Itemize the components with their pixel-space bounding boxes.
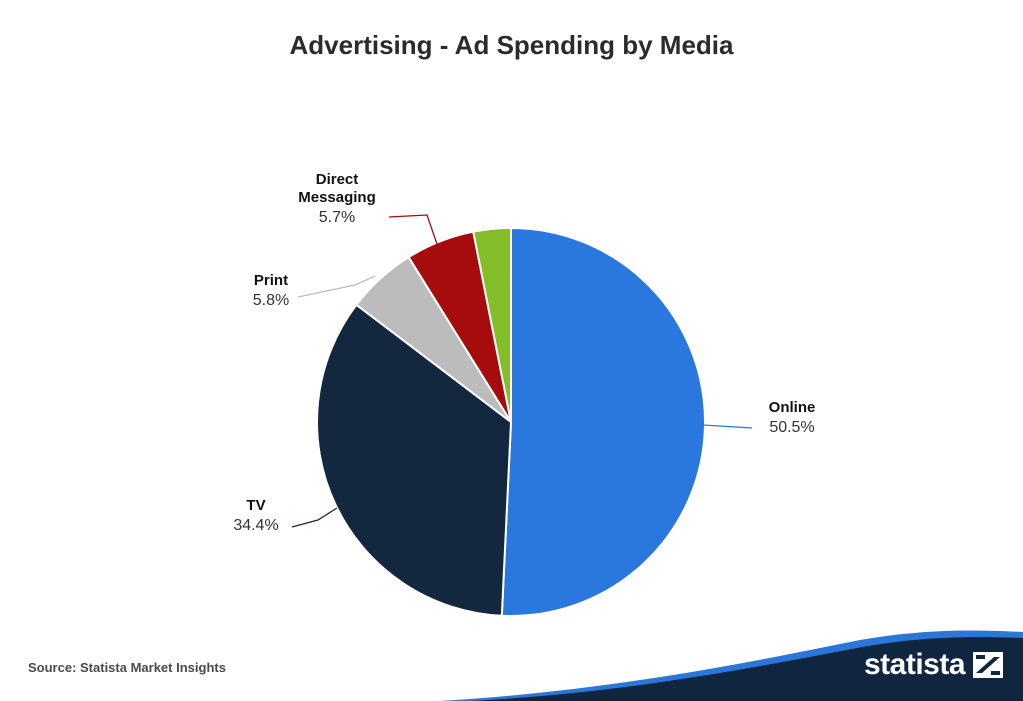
pie-slice-unlabeled-4[interactable] <box>472 226 512 423</box>
slice-label-value: 50.5% <box>769 419 814 436</box>
slice-label-name: Messaging <box>298 189 376 206</box>
slice-label-value: 5.8% <box>253 292 289 309</box>
footer-navy-wave <box>470 637 1023 701</box>
brand-name: statista <box>864 648 966 681</box>
chart-title: Advertising - Ad Spending by Media <box>289 30 734 60</box>
leader-line-tv <box>291 507 338 528</box>
slice-label-name: Direct <box>316 171 359 188</box>
footer-wave <box>440 630 1023 701</box>
pie-slice-tv[interactable] <box>316 303 513 617</box>
leader-line-direct-messaging <box>388 214 438 245</box>
pie-slice-online[interactable] <box>500 226 706 617</box>
slice-label-name: TV <box>246 497 265 514</box>
slice-label-name: Online <box>769 399 816 416</box>
statista-logo-mark-icon <box>973 652 1004 678</box>
pie-labels: Online 50.5% TV 34.4% Print 5.8% DirectMessagi… <box>233 171 815 534</box>
leader-line-print <box>297 275 376 298</box>
leader-line-online <box>702 424 753 429</box>
source-note: Source: Statista Market Insights <box>28 660 226 675</box>
pie-slices <box>316 226 706 617</box>
slice-label-value: 34.4% <box>233 517 278 534</box>
slice-label-value: 5.7% <box>319 209 355 226</box>
slice-label-name: Print <box>254 272 288 289</box>
statista-logo[interactable]: statista <box>864 648 1004 682</box>
